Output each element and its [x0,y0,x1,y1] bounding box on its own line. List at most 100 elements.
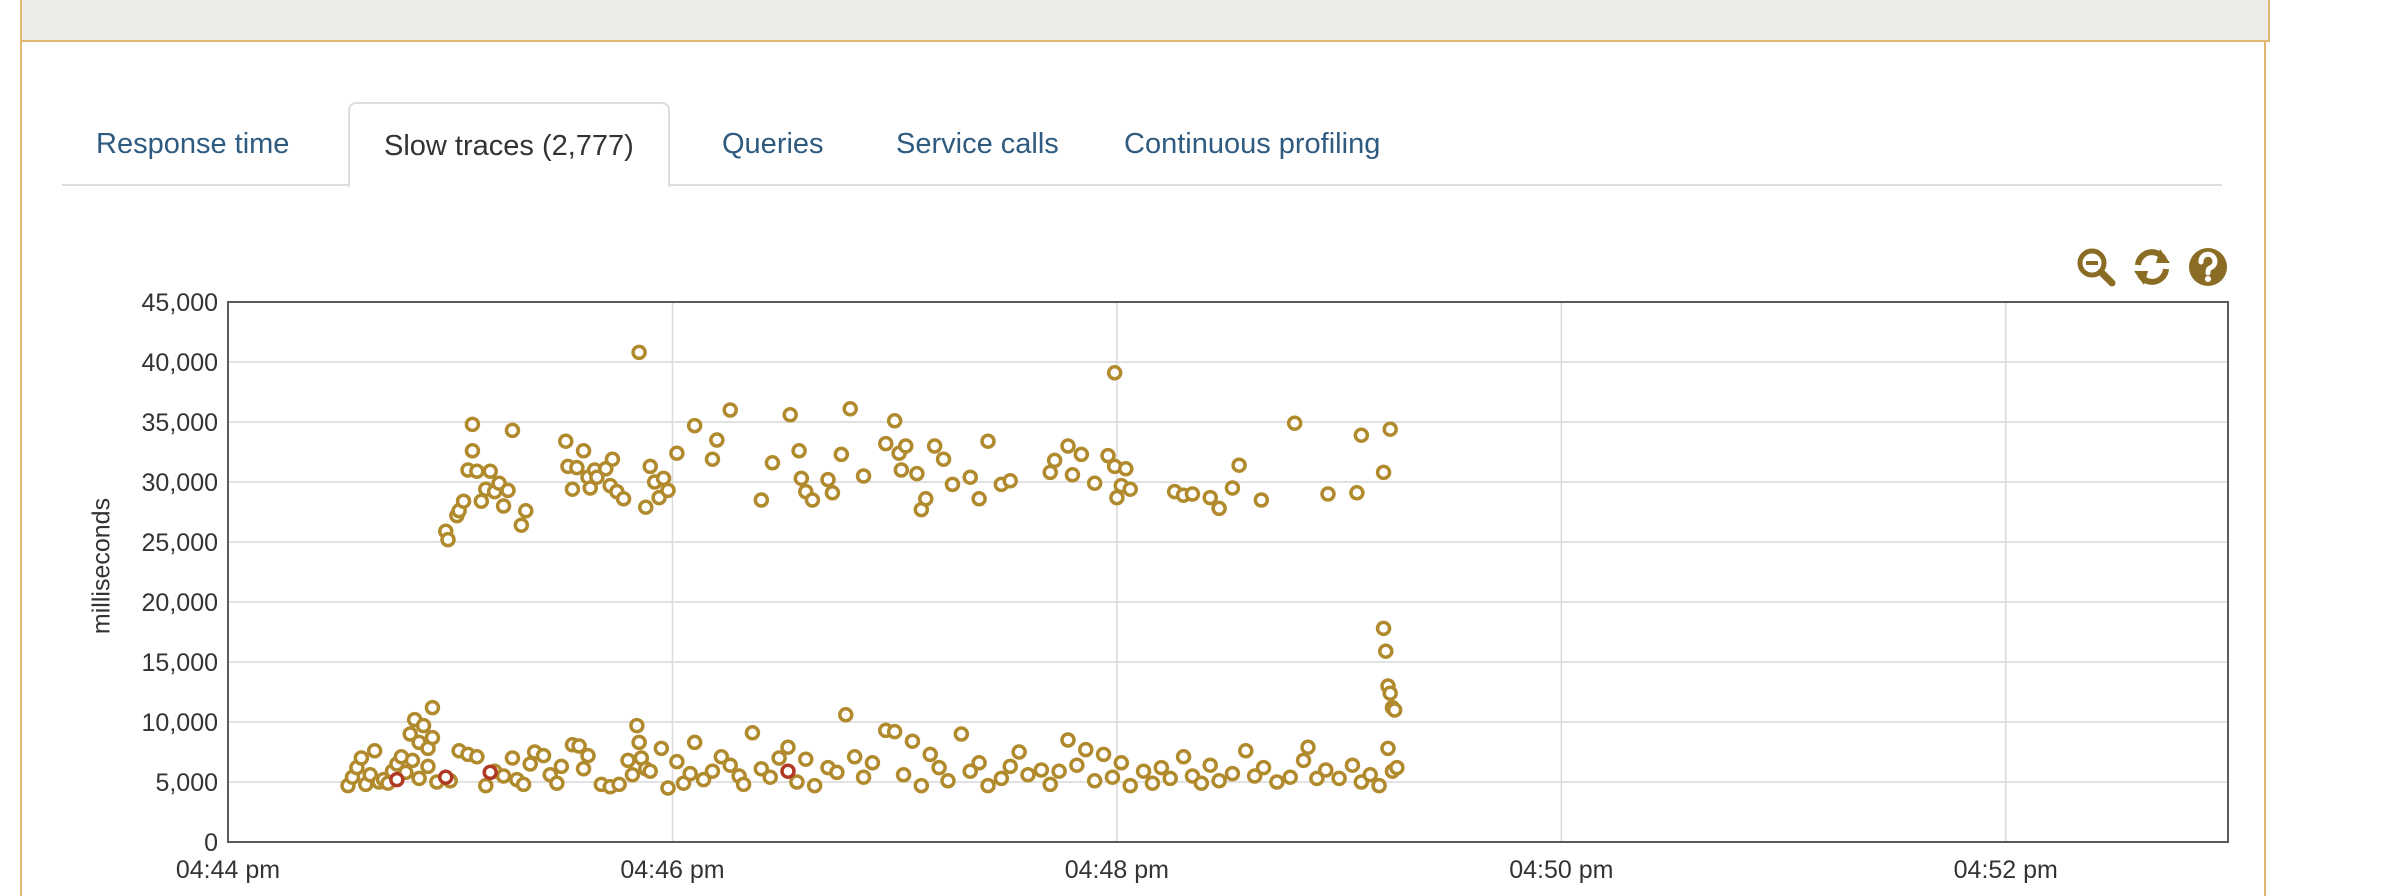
trace-point [440,531,456,548]
trace-point [820,471,836,488]
trace-point [1051,763,1067,779]
trace-point [653,740,670,757]
trace-point [1042,464,1058,481]
trace-point [1100,447,1116,464]
y-tick-label: 15,000 [142,649,218,677]
trace-point [1193,775,1210,791]
refresh-icon[interactable] [2130,245,2174,289]
trace-point [993,770,1010,787]
trace-point [624,767,641,783]
x-tick-label: 04:50 pm [1509,856,1613,884]
y-tick-label: 25,000 [142,529,218,557]
trace-point [1020,767,1036,783]
trace-point [713,749,730,765]
trace-point [855,468,872,484]
y-tick-label: 0 [204,829,218,857]
trace-point [1246,768,1263,784]
y-tick-label: 30,000 [142,469,218,497]
trace-point [1002,758,1018,775]
trace-point [833,446,850,463]
trace-point [1349,485,1365,501]
trace-point [895,767,912,783]
trace-point [1175,749,1192,765]
trace-point [669,753,685,770]
trace-point [1060,732,1076,748]
trace-point [771,750,787,766]
trace-point [1382,421,1398,437]
trace-point [1122,777,1138,794]
trace-point [669,445,685,461]
trace-point [793,470,810,487]
trace-point [935,451,952,467]
trace-point [1331,770,1347,787]
trace-point [1382,685,1398,701]
trace-point [629,717,645,734]
trace-point [518,503,534,519]
trace-point [1389,759,1405,776]
trace-point [1109,489,1125,506]
trace-point [904,733,921,749]
error-trace-point [389,771,405,788]
trace-point [1375,464,1392,481]
trace-point [582,480,598,496]
slow-traces-scatter-chart[interactable]: 0 5,000 10,000 15,000 20,000 25,000 30,000 35,0… [0,270,2408,896]
trace-point [931,759,947,776]
trace-point [1375,620,1392,637]
help-icon[interactable] [2186,245,2230,289]
trace-point [682,765,698,782]
trace-point [1144,775,1161,791]
trace-point [764,455,781,471]
trace-point [695,771,712,788]
trace-point [1060,438,1076,454]
trace-point [1378,643,1394,659]
trace-point [878,435,894,452]
trace-point [535,747,552,764]
y-tick-label: 5,000 [155,769,218,797]
trace-point [1238,743,1254,759]
trace-point [1224,765,1241,782]
trace-point [829,764,845,781]
trace-point [1362,767,1378,783]
trace-point [404,752,421,769]
x-tick-label: 04:48 pm [1065,856,1169,884]
error-trace-point [438,769,454,785]
trace-point [971,491,987,507]
header-band [20,0,2270,42]
trace-point [1122,481,1138,497]
trace-point [1318,762,1334,778]
trace-point [913,777,930,794]
tab-queries[interactable]: Queries [722,128,824,160]
trace-point [918,491,934,507]
trace-point [366,743,383,759]
trace-point [1113,755,1130,771]
trace-point [504,750,521,766]
trace-point [553,758,570,775]
trace-point [631,344,647,361]
tab-response-time[interactable]: Response time [96,128,290,160]
trace-point [420,758,436,775]
y-tick-label: 35,000 [142,409,218,437]
trace-point [549,775,565,791]
trace-point [1086,475,1103,491]
trace-point [744,725,761,741]
tab-service-calls[interactable]: Service calls [896,128,1059,160]
tab-continuous-profiling[interactable]: Continuous profiling [1124,128,1381,160]
trace-point [791,443,807,459]
x-tick-label: 04:46 pm [620,856,724,884]
trace-point [1380,740,1396,757]
trace-point [464,443,481,459]
trace-point [1033,762,1050,778]
trace-point [1086,773,1103,789]
trace-point [660,482,676,499]
trace-point [455,493,472,509]
zoom-out-icon[interactable] [2074,245,2118,289]
tab-slow-traces[interactable]: Slow traces (2,777) [348,102,670,188]
trace-point [804,492,821,508]
trace-point [1202,489,1218,506]
trace-point [944,476,961,493]
trace-point [495,498,512,514]
trace-point [842,401,858,417]
trace-point [824,485,841,501]
trace-point [469,749,485,765]
trace-point [893,462,910,478]
